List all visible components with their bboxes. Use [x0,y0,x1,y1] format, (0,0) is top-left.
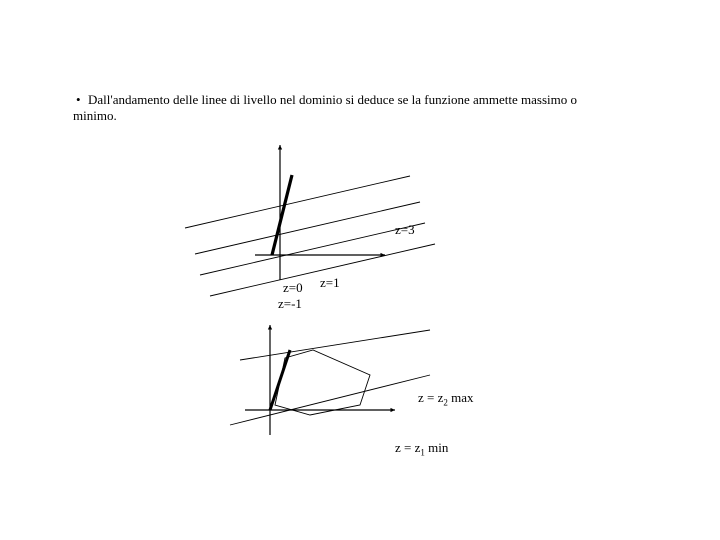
label-zmax-post: max [448,390,474,405]
label-z3: z=3 [395,222,415,238]
bullet-line-2: minimo. [73,108,117,124]
label-zmin-post: min [425,440,448,455]
label-z0: z=0 [283,280,303,296]
label-zmin: z = z1 min [395,440,448,458]
label-z1: z=1 [320,275,340,291]
label-zm1: z=-1 [278,296,302,312]
bullet-dot: • [76,92,81,108]
label-zmin-pre: z = z [395,440,420,455]
label-zmax-pre: z = z [418,390,443,405]
bullet-line-1: Dall'andamento delle linee di livello ne… [88,92,577,108]
label-zmax: z = z2 max [418,390,474,408]
diagram-1 [180,140,480,320]
